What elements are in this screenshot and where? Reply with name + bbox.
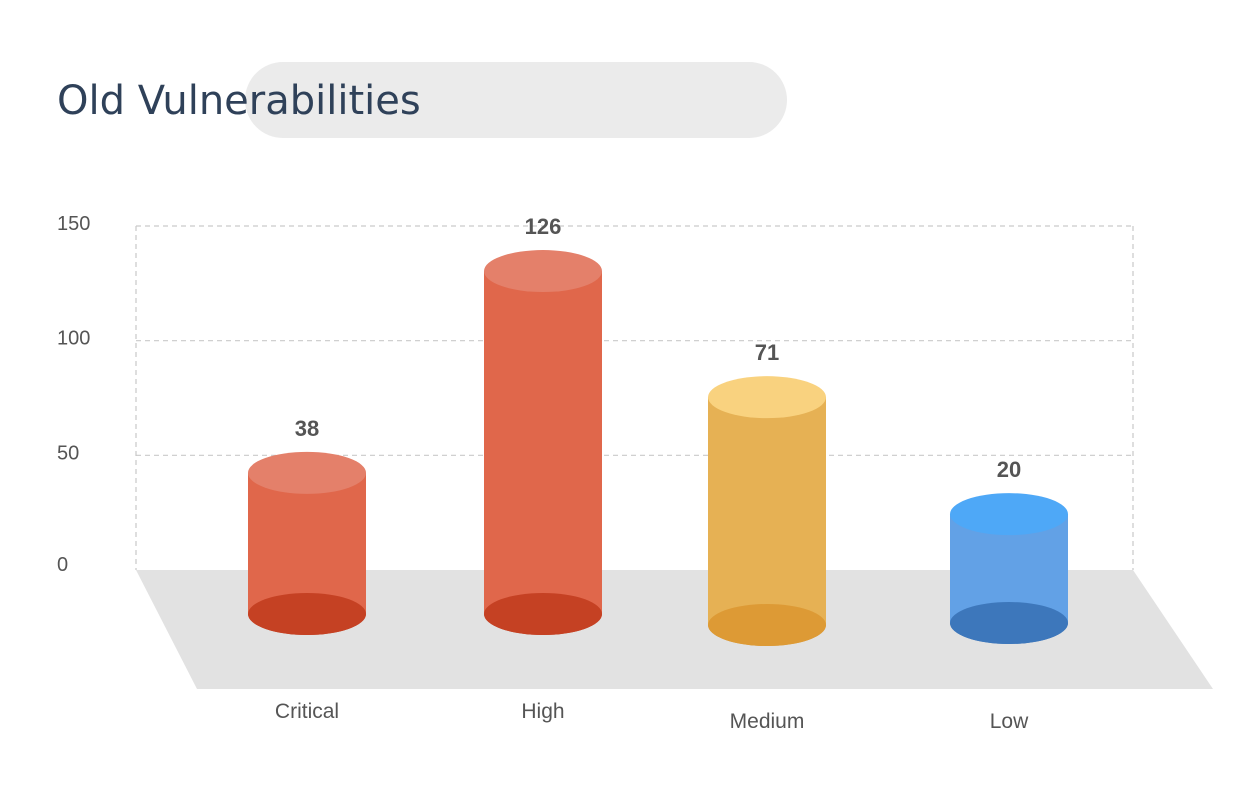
bar-top — [950, 493, 1068, 536]
bar-base-cap — [248, 593, 366, 635]
x-axis-labels: Critical High Medium Low — [275, 700, 1029, 733]
x-tick-label: High — [521, 700, 564, 723]
x-tick-label: Low — [990, 710, 1029, 733]
bar-critical — [248, 451, 366, 635]
y-tick-label: 50 — [57, 442, 79, 464]
y-tick-label: 100 — [57, 328, 90, 350]
chart-title: Old Vulnerabilities — [57, 78, 421, 124]
data-label: 38 — [295, 416, 319, 441]
y-axis-ticks: 0 50 100 150 — [57, 213, 90, 576]
bar-body — [484, 271, 602, 614]
bar-base-cap — [950, 602, 1068, 644]
data-labels: 38 126 71 20 — [295, 214, 1021, 482]
bar-body — [708, 397, 826, 625]
bar-top — [248, 451, 366, 494]
bars — [248, 250, 1068, 646]
title-pill — [245, 62, 787, 138]
bar-top — [484, 250, 602, 293]
bar-top — [708, 376, 826, 419]
bar-low — [950, 493, 1068, 644]
y-tick-label: 150 — [57, 213, 90, 235]
bar-base-cap — [484, 593, 602, 635]
data-label: 20 — [997, 457, 1021, 482]
data-label: 71 — [755, 340, 779, 365]
bar-high — [484, 250, 602, 635]
y-tick-label: 0 — [57, 554, 68, 576]
x-tick-label: Medium — [730, 710, 805, 733]
data-label: 126 — [525, 214, 562, 239]
chart-floor — [136, 570, 1213, 689]
bar-base-cap — [708, 604, 826, 646]
x-tick-label: Critical — [275, 700, 339, 723]
bar-body — [248, 472, 366, 614]
bar-medium — [708, 376, 826, 646]
